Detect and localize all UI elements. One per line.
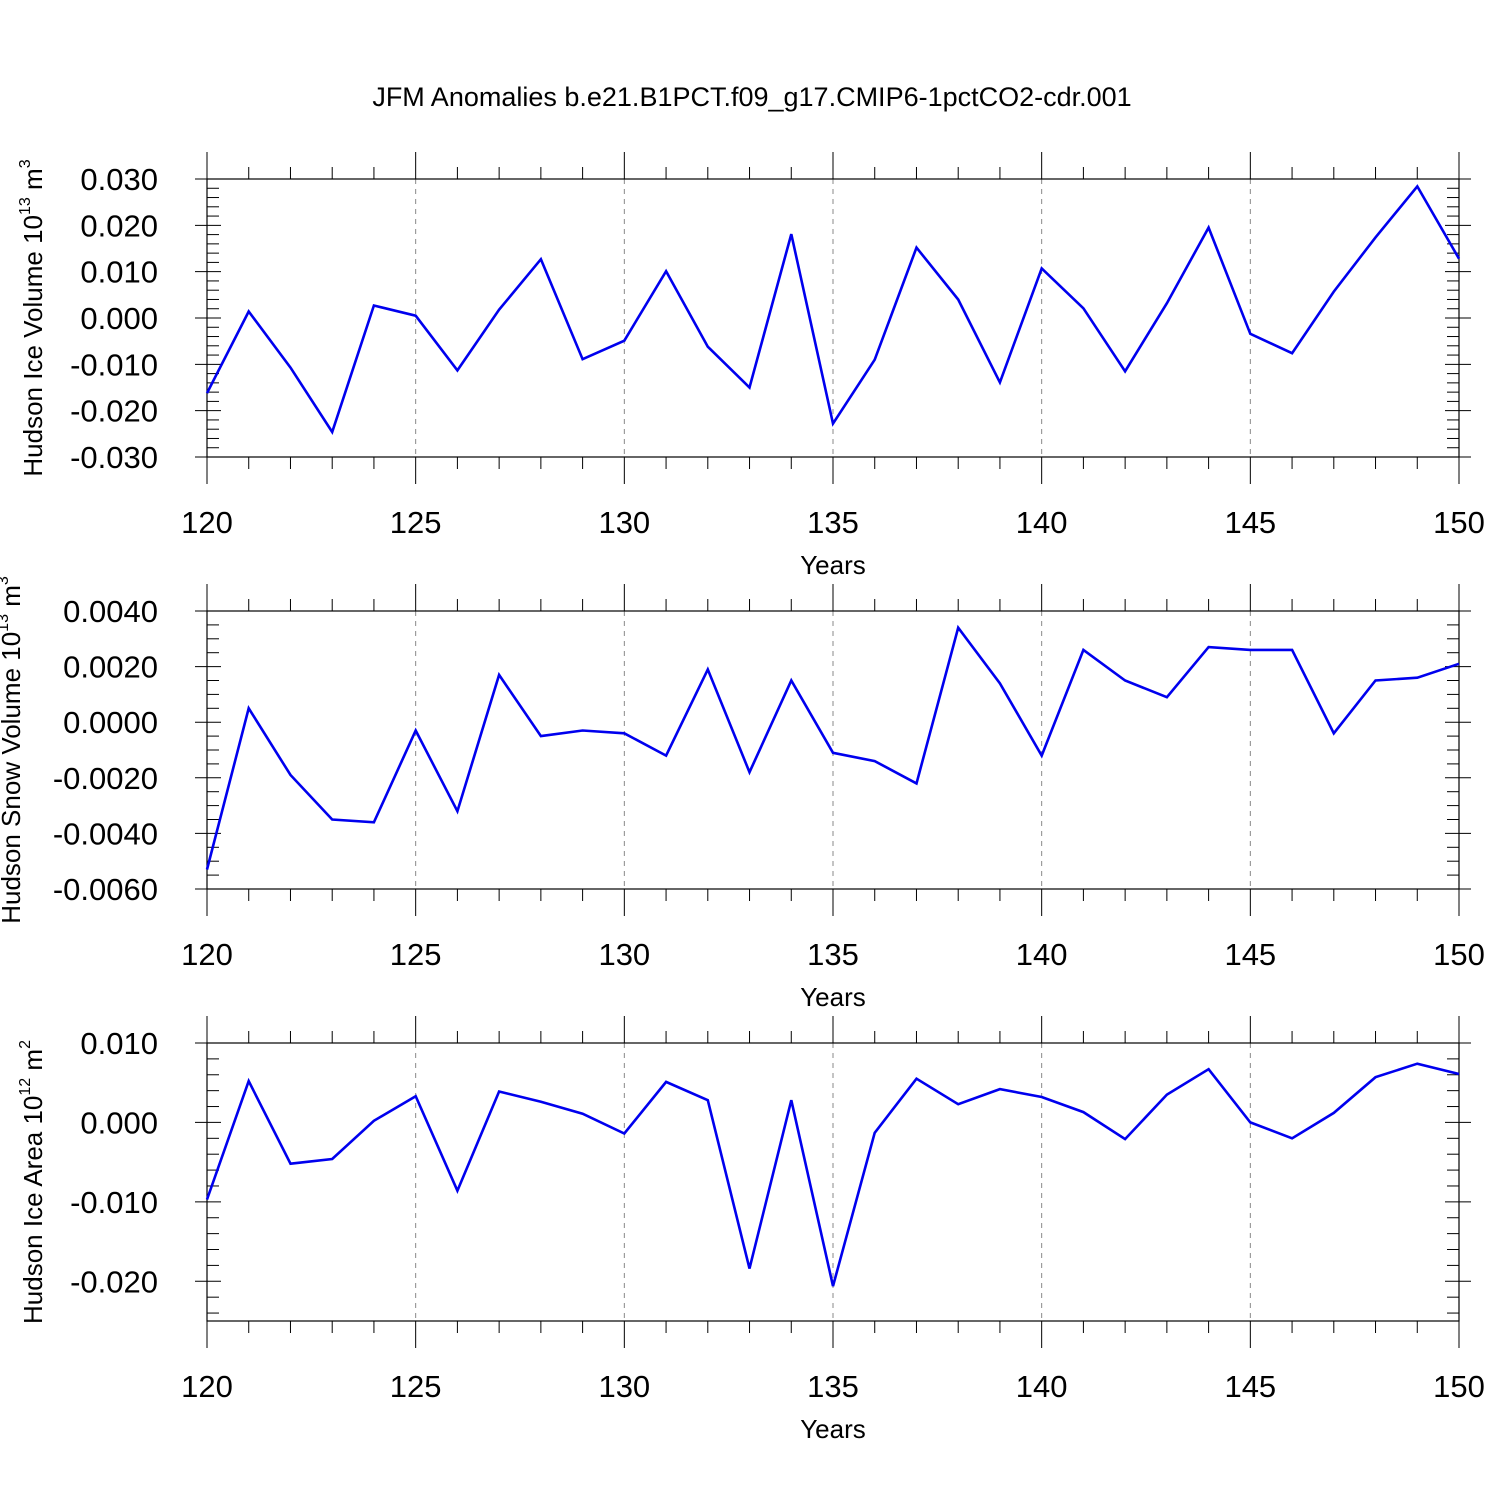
x-axis-title: Years	[800, 982, 866, 1012]
y-tick-label: -0.030	[70, 440, 158, 475]
y-tick-label: -0.010	[70, 347, 158, 382]
plot-frame	[206, 610, 1460, 890]
series-line	[205, 184, 1461, 435]
figure-title: JFM Anomalies b.e21.B1PCT.f09_g17.CMIP6-…	[372, 82, 1131, 112]
y-tick-label: 0.0040	[63, 594, 158, 629]
y-tick-label: 0.0000	[63, 705, 158, 740]
x-tick-label: 150	[1433, 1369, 1485, 1404]
x-tick-label: 130	[598, 937, 650, 972]
x-tick-label: 140	[1016, 937, 1068, 972]
y-tick-label: 0.000	[80, 1105, 158, 1140]
y-tick-label: -0.0020	[53, 761, 158, 796]
x-tick-label: 150	[1433, 937, 1485, 972]
x-tick-label: 130	[598, 505, 650, 540]
x-tick-label: 145	[1224, 1369, 1276, 1404]
y-tick-label: 0.030	[80, 162, 158, 197]
y-tick-label: -0.0060	[53, 872, 158, 907]
x-tick-label: 140	[1016, 505, 1068, 540]
series-line	[205, 1062, 1460, 1287]
x-axis-title: Years	[800, 550, 866, 580]
x-tick-label: 120	[181, 505, 233, 540]
x-tick-label: 125	[390, 937, 442, 972]
y-tick-label: 0.000	[80, 301, 158, 336]
series-line	[205, 624, 1460, 870]
y-tick-label: -0.020	[70, 394, 158, 429]
x-tick-label: 150	[1433, 505, 1485, 540]
x-tick-label: 135	[807, 505, 859, 540]
y-tick-label: -0.010	[70, 1185, 158, 1220]
plot-frame	[206, 1042, 1460, 1322]
x-axis-title: Years	[800, 1414, 866, 1444]
x-tick-label: 130	[598, 1369, 650, 1404]
y-axis-title: Hudson Ice Volume 1013 m3	[17, 159, 48, 476]
y-axis-title: Hudson Snow Volume 1013 m3	[0, 576, 26, 924]
x-tick-label: 135	[807, 1369, 859, 1404]
x-tick-label: 120	[181, 937, 233, 972]
x-tick-label: 125	[390, 1369, 442, 1404]
y-tick-label: 0.010	[80, 255, 158, 290]
panel-ice-volume: -0.030 -0.020 -0.010 0.000 0.010 0.020 0.030 12…	[17, 152, 1485, 580]
x-tick-label: 125	[390, 505, 442, 540]
y-tick-label: -0.020	[70, 1264, 158, 1299]
y-tick-label: 0.010	[80, 1026, 158, 1061]
x-tick-label: 145	[1224, 505, 1276, 540]
y-tick-label: 0.020	[80, 208, 158, 243]
y-axis-title: Hudson Ice Area 1012 m2	[17, 1040, 48, 1324]
plot-frame	[206, 178, 1460, 458]
x-tick-label: 140	[1016, 1369, 1068, 1404]
x-tick-label: 120	[181, 1369, 233, 1404]
x-tick-label: 145	[1224, 937, 1276, 972]
panel-ice-area: -0.020 -0.010 0.000 0.010 120 125 130 135 140 145…	[17, 1016, 1485, 1444]
x-tick-label: 135	[807, 937, 859, 972]
y-tick-label: -0.0040	[53, 816, 158, 851]
y-tick-label: 0.0020	[63, 650, 158, 685]
panel-snow-volume: -0.0060 -0.0040 -0.0020 0.0000 0.0020 0.0040 1…	[0, 576, 1485, 1012]
